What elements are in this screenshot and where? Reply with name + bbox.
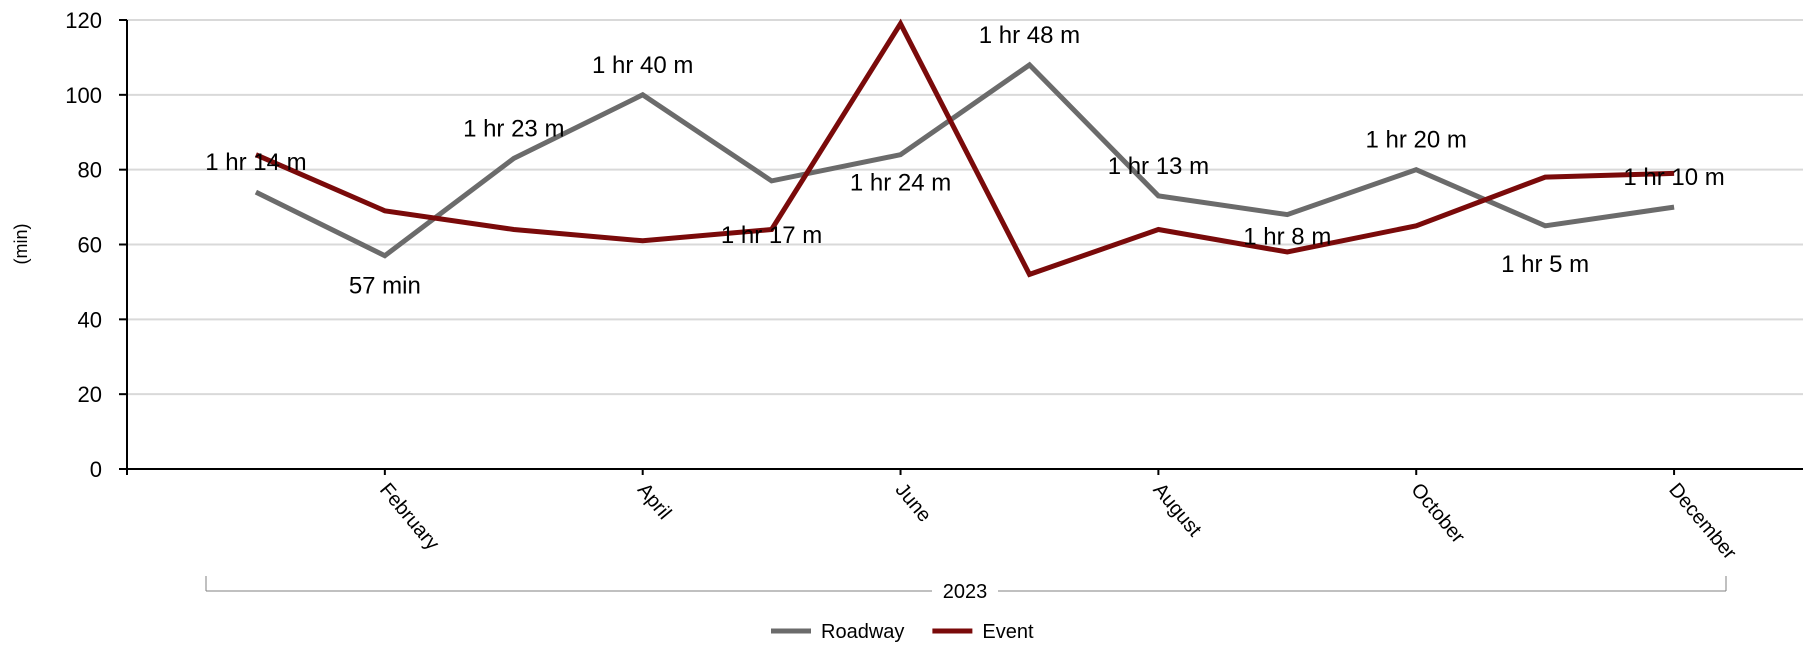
y-axis-ticks: 0 20 40 60 80 100 120 [65, 8, 127, 482]
data-label: 1 hr 10 m [1623, 164, 1724, 191]
series-lines [254, 18, 1675, 278]
x-tick-label: October [1406, 479, 1469, 548]
data-label: 1 hr 23 m [463, 115, 564, 142]
data-label: 1 hr 17 m [721, 222, 822, 249]
x-tick-label: December [1664, 479, 1740, 564]
y-tick-label: 0 [90, 457, 102, 482]
grid-lines [127, 19, 1803, 396]
x-tick-label: April [633, 479, 676, 524]
legend-entry-label: Roadway [821, 621, 904, 643]
y-tick-label: 100 [65, 83, 102, 108]
legend: Roadway Event [771, 621, 1034, 643]
y-axis-title: (min) [11, 224, 31, 265]
data-label: 1 hr 8 m [1243, 224, 1331, 251]
x-axis-ticks: February April June August October December [126, 469, 1741, 564]
y-tick-label: 60 [78, 233, 102, 258]
data-label: 1 hr 20 m [1366, 127, 1467, 154]
data-label: 57 min [349, 273, 421, 300]
data-label: 1 hr 5 m [1501, 251, 1589, 278]
y-tick-label: 120 [65, 8, 102, 33]
y-tick-label: 80 [78, 158, 102, 183]
data-label: 1 hr 40 m [592, 52, 693, 79]
legend-entry-label: Event [982, 621, 1034, 643]
x-tick-label: June [891, 479, 936, 526]
series-line-roadway [254, 61, 1675, 259]
data-label: 1 hr 14 m [205, 149, 306, 176]
x-tick-label: August [1149, 479, 1206, 541]
y-tick-label: 20 [78, 382, 102, 407]
y-tick-label: 40 [78, 307, 102, 332]
x-tick-label: February [375, 479, 443, 554]
data-label: 1 hr 48 m [979, 22, 1080, 49]
series-line-event [254, 18, 1675, 278]
data-label: 1 hr 24 m [850, 170, 951, 197]
data-labels: 1 hr 14 m 57 min 1 hr 23 m 1 hr 40 m 1 hr 17… [205, 22, 1725, 300]
group-bracket: 2023 [205, 576, 1727, 603]
data-label: 1 hr 13 m [1108, 153, 1209, 180]
group-label: 2023 [943, 581, 988, 603]
